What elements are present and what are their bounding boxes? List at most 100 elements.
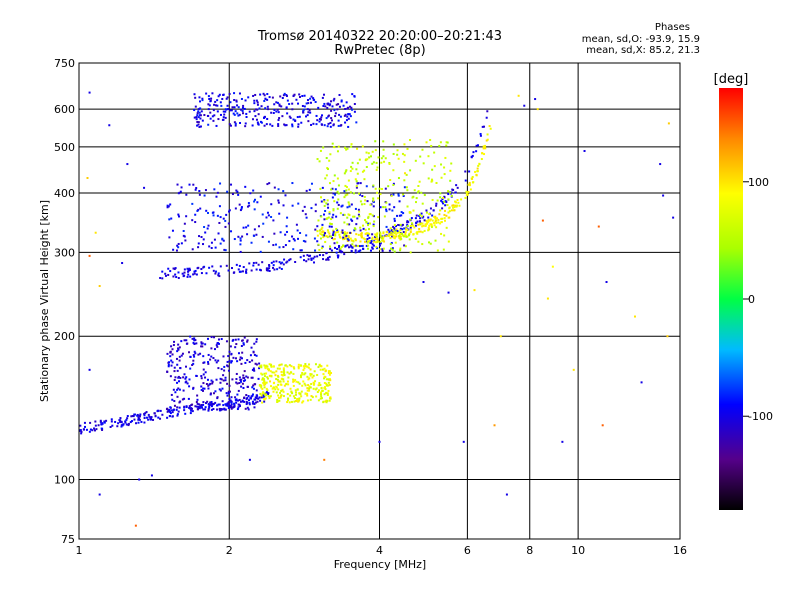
echo-point [227, 392, 230, 395]
echo-point [449, 169, 452, 172]
echo-point [309, 372, 312, 375]
echo-point [419, 223, 422, 226]
echo-point [326, 392, 329, 395]
echo-point [466, 193, 469, 196]
echo-point [211, 380, 214, 383]
echo-point [326, 229, 329, 232]
echo-point [330, 100, 333, 103]
echo-point [572, 368, 575, 371]
echo-point [216, 191, 219, 194]
echo-point [133, 418, 136, 421]
echo-point [282, 263, 285, 266]
echo-point [233, 121, 236, 124]
y-axis-label: Stationary phase Virtual Height [km] [38, 200, 51, 402]
echo-point [243, 397, 246, 400]
echo-point [188, 268, 191, 271]
echo-point [380, 161, 383, 164]
echo-point [194, 188, 197, 191]
echo-point [145, 416, 148, 419]
echo-point [347, 179, 350, 182]
echo-point [224, 116, 227, 119]
echo-point [417, 230, 420, 233]
echo-point [357, 233, 360, 236]
echo-point [294, 391, 297, 394]
echo-point [192, 359, 195, 362]
echo-point [412, 209, 415, 212]
echo-point [344, 113, 347, 116]
echo-point [308, 385, 311, 388]
echo-point [313, 98, 316, 101]
echo-point [239, 243, 242, 246]
echo-point [471, 154, 474, 157]
echo-point [425, 209, 428, 212]
echo-point [137, 417, 140, 420]
echo-point [315, 114, 318, 117]
echo-point [305, 216, 308, 219]
echo-point [197, 353, 200, 356]
echo-point [303, 105, 306, 108]
echo-point [169, 412, 172, 415]
echo-point [444, 209, 447, 212]
echo-point [297, 123, 300, 126]
echo-point [153, 412, 156, 415]
echo-point [427, 218, 430, 221]
echo-point [441, 198, 444, 201]
echo-point [197, 266, 200, 269]
echo-point [183, 235, 186, 238]
echo-point [177, 343, 180, 346]
echo-point [273, 103, 276, 106]
echo-point [440, 217, 443, 220]
echo-point [551, 265, 554, 268]
echo-point [361, 170, 364, 173]
echo-point [253, 102, 256, 105]
echo-point [388, 203, 391, 206]
echo-point [139, 413, 142, 416]
echo-point [221, 118, 224, 121]
echo-point [345, 233, 348, 236]
echo-point [176, 369, 179, 372]
echo-point [200, 268, 203, 271]
echo-point [255, 340, 258, 343]
echo-point [347, 117, 350, 120]
echo-point [307, 366, 310, 369]
echo-point [188, 378, 191, 381]
echo-point [322, 236, 325, 239]
echo-point [238, 382, 241, 385]
echo-point [345, 119, 348, 122]
echo-point [289, 116, 292, 119]
echo-point [229, 109, 232, 112]
echo-point [475, 144, 478, 147]
echo-point [212, 119, 215, 122]
echo-point [244, 270, 247, 273]
echo-point [119, 417, 122, 420]
echo-point [437, 221, 440, 224]
echo-point [409, 251, 412, 254]
echo-point [332, 234, 335, 237]
echo-point [254, 401, 257, 404]
echo-point [300, 249, 303, 252]
echo-point [447, 291, 450, 294]
echo-point [88, 430, 91, 433]
echo-point [281, 388, 284, 391]
echo-point [282, 380, 285, 383]
echo-point [167, 365, 170, 368]
echo-point [179, 376, 182, 379]
echo-point [210, 408, 213, 411]
echo-point [445, 226, 448, 229]
echo-point [247, 408, 250, 411]
echo-point [406, 189, 409, 192]
echo-point [324, 240, 327, 243]
echo-point [227, 222, 230, 225]
echo-point [207, 408, 210, 411]
echo-point [329, 103, 332, 106]
echo-point [372, 200, 375, 203]
x-tick-label: 16 [673, 544, 687, 557]
echo-point [333, 242, 336, 245]
echo-point [441, 207, 444, 210]
echo-point [403, 186, 406, 189]
echo-point [226, 190, 229, 193]
echo-point [357, 208, 360, 211]
echo-point [86, 176, 89, 179]
echo-point [230, 352, 233, 355]
echo-point [246, 401, 249, 404]
